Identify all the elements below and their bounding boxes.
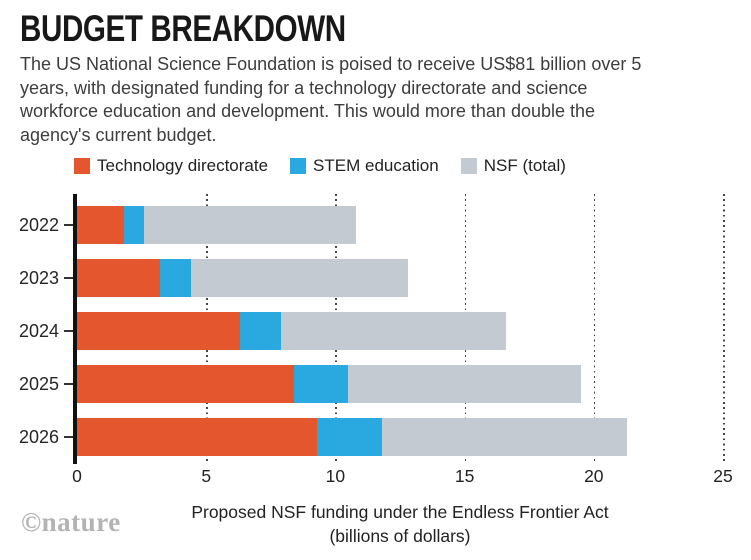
legend-swatch-icon: [290, 158, 307, 174]
x-tick-label: 25: [713, 466, 733, 486]
x-axis-title: Proposed NSF funding under the Endless F…: [77, 501, 723, 548]
y-axis-label: 2024: [18, 321, 59, 341]
bar-row-2023: [77, 259, 408, 297]
gridline-x-20: [593, 194, 596, 462]
bar-segment-stem-education: [239, 312, 282, 350]
bar-segment-nsf-remainder: [190, 259, 408, 297]
x-tick-label: 10: [325, 466, 346, 486]
x-axis-title-line2: (billions of dollars): [329, 525, 471, 546]
y-axis-label: 2022: [18, 215, 59, 235]
bar-segment-nsf-remainder: [281, 312, 506, 350]
bar-segment-nsf-remainder: [381, 418, 628, 456]
legend-item: STEM education: [290, 156, 439, 176]
y-axis-label: 2023: [18, 268, 59, 288]
legend-item: NSF (total): [460, 156, 566, 176]
y-tick: [64, 330, 73, 332]
legend-label: Technology directorate: [97, 156, 269, 175]
bar-segment-stem-education: [317, 418, 382, 456]
bar-row-2022: [77, 206, 357, 244]
bar-segment-technology-directorate: [77, 365, 295, 403]
legend-label: NSF (total): [483, 156, 566, 175]
figure-subtitle: The US National Science Foundation is po…: [20, 54, 642, 145]
figure-title: BUDGET BREAKDOWN: [20, 8, 346, 49]
y-tick: [64, 277, 73, 279]
x-tick-label: 0: [72, 466, 82, 486]
y-axis-label: 2026: [18, 427, 59, 447]
y-tick: [64, 436, 73, 438]
bar-segment-stem-education: [159, 259, 191, 297]
bar-segment-nsf-remainder: [144, 206, 357, 244]
y-axis-label: 2025: [18, 374, 59, 394]
bar-segment-technology-directorate: [77, 206, 124, 244]
nature-watermark: ©nature: [21, 507, 121, 537]
bar-segment-technology-directorate: [77, 259, 160, 297]
x-tick-label: 5: [201, 466, 212, 486]
bar-segment-technology-directorate: [77, 312, 240, 350]
legend-swatch-icon: [460, 158, 477, 174]
bar-row-2026: [77, 418, 628, 456]
bar-segment-nsf-remainder: [348, 365, 581, 403]
legend-item: Technology directorate: [74, 156, 268, 176]
y-tick: [64, 383, 73, 385]
y-axis-spine: [73, 194, 77, 464]
y-tick: [64, 224, 73, 226]
bar-segment-stem-education: [294, 365, 349, 403]
legend-swatch-icon: [74, 158, 90, 174]
chart-legend: Technology directorate STEM education NSF …: [74, 156, 566, 176]
legend-label: STEM education: [313, 156, 439, 175]
bar-segment-technology-directorate: [77, 418, 318, 456]
gridline-x-25: [723, 194, 725, 462]
x-axis-title-line1: Proposed NSF funding under the Endless F…: [191, 502, 609, 522]
x-tick-label: 20: [584, 466, 604, 486]
x-tick-label: 15: [454, 466, 475, 486]
bar-row-2025: [77, 365, 581, 403]
bar-segment-stem-education: [123, 206, 145, 244]
bar-row-2024: [77, 312, 506, 350]
plot-area: 0 5 10 15 20 25 2022 2023 2024 2025 2026: [19, 194, 733, 486]
